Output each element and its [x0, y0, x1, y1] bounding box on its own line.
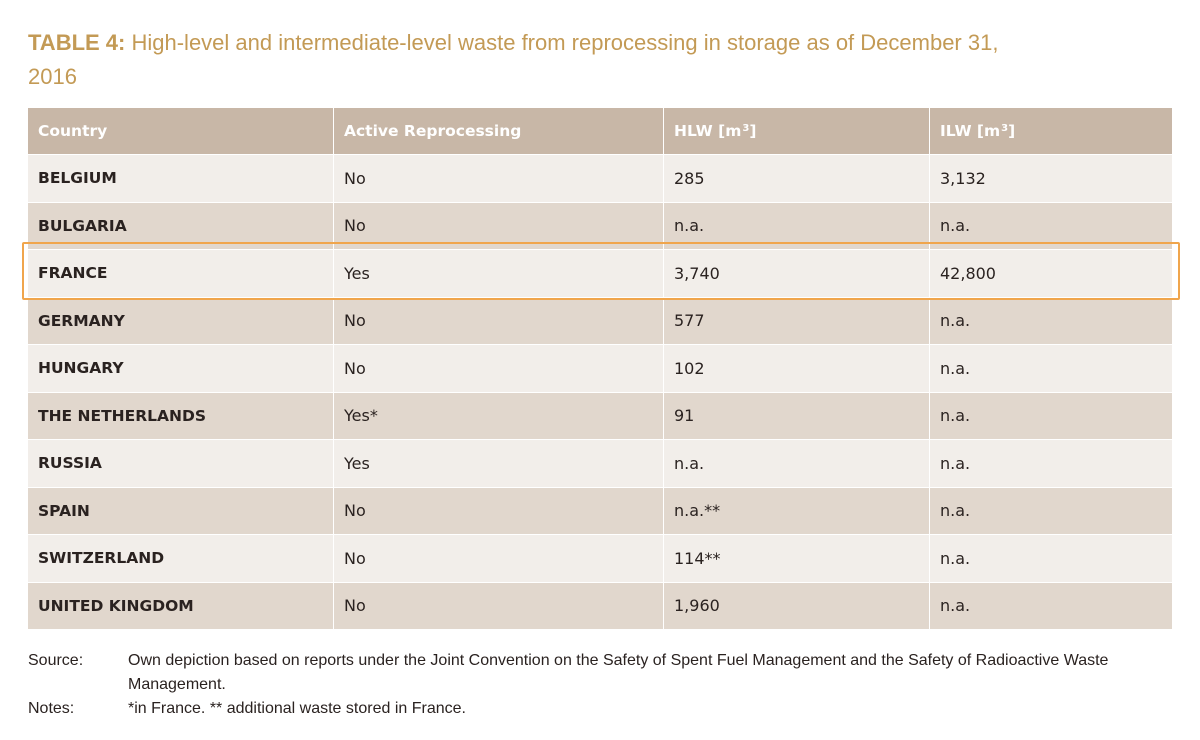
cell-active: No	[334, 487, 664, 534]
cell-hlw: n.a.	[664, 202, 930, 249]
cell-country: THE NETHERLANDS	[28, 392, 334, 439]
cell-country: RUSSIA	[28, 440, 334, 487]
notes-label: Notes:	[28, 700, 75, 717]
cell-active: No	[334, 202, 664, 249]
source-text: Own depiction based on reports under the…	[128, 652, 1109, 693]
cell-country: GERMANY	[28, 297, 334, 344]
table-title: TABLE 4: High-level and intermediate-lev…	[28, 26, 1028, 94]
cell-active: Yes	[334, 250, 664, 297]
table-header-row: Country Active Reprocessing HLW [m 3] ILW…	[28, 108, 1172, 155]
table-row: FRANCE Yes 3,740 42,800	[28, 250, 1172, 298]
table-row: HUNGARY No 102 n.a.	[28, 345, 1172, 393]
notes-note: Notes: *in France. ** additional waste s…	[28, 697, 1168, 721]
header-ilw: ILW [m 3]	[930, 108, 1172, 154]
table-title-text: High-level and intermediate-level waste …	[28, 30, 999, 89]
header-ilw-sup: 3	[1001, 122, 1009, 134]
cell-country: BELGIUM	[28, 155, 334, 202]
header-ilw-end: ]	[1008, 122, 1016, 140]
cell-hlw: n.a.**	[664, 487, 930, 534]
cell-country: BULGARIA	[28, 202, 334, 249]
cell-ilw: 42,800	[940, 263, 996, 283]
cell-hlw: 577	[664, 297, 930, 344]
cell-hlw: 102	[664, 345, 930, 392]
table-row: BELGIUM No 285 3,132	[28, 155, 1172, 203]
table-title-label: TABLE 4:	[28, 30, 126, 55]
header-country: Country	[28, 108, 334, 154]
cell-active: No	[334, 297, 664, 344]
header-ilw-text: ILW [m	[940, 122, 1001, 140]
cell-country: UNITED KINGDOM	[28, 582, 334, 629]
header-active-reprocessing: Active Reprocessing	[334, 108, 664, 154]
table-row: GERMANY No 577 n.a.	[28, 297, 1172, 345]
cell-ilw: n.a.	[940, 216, 971, 236]
cell-active: Yes*	[334, 392, 664, 439]
cell-ilw: n.a.	[940, 501, 971, 521]
source-label: Source:	[28, 652, 84, 669]
header-hlw-sup: 3	[742, 122, 750, 134]
header-hlw: HLW [m 3]	[664, 108, 930, 154]
table-row: RUSSIA Yes n.a. n.a.	[28, 440, 1172, 488]
cell-ilw: n.a.	[940, 548, 971, 568]
cell-hlw: 285	[664, 155, 930, 202]
cell-country: SPAIN	[28, 487, 334, 534]
header-hlw-text: HLW [m	[674, 122, 742, 140]
cell-ilw: n.a.	[940, 406, 971, 426]
cell-hlw: 1,960	[664, 582, 930, 629]
header-hlw-end: ]	[749, 122, 757, 140]
cell-active: Yes	[334, 440, 664, 487]
cell-country: HUNGARY	[28, 345, 334, 392]
cell-active: No	[334, 345, 664, 392]
cell-active: No	[334, 535, 664, 582]
source-note: Source: Own depiction based on reports u…	[28, 649, 1168, 697]
cell-ilw: 3,132	[940, 168, 986, 188]
cell-country: FRANCE	[28, 250, 334, 297]
cell-ilw: n.a.	[940, 453, 971, 473]
cell-hlw: 114**	[664, 535, 930, 582]
cell-ilw: n.a.	[940, 358, 971, 378]
table-row: THE NETHERLANDS Yes* 91 n.a.	[28, 392, 1172, 440]
table-footer: Source: Own depiction based on reports u…	[28, 649, 1168, 721]
cell-active: No	[334, 582, 664, 629]
table-row: SPAIN No n.a.** n.a.	[28, 487, 1172, 535]
cell-hlw: 3,740	[664, 250, 930, 297]
cell-country: SWITZERLAND	[28, 535, 334, 582]
data-table: Country Active Reprocessing HLW [m 3] ILW…	[28, 108, 1172, 630]
cell-hlw: 91	[664, 392, 930, 439]
notes-text: *in France. ** additional waste stored i…	[128, 700, 466, 717]
cell-ilw: n.a.	[940, 596, 971, 616]
cell-active: No	[334, 155, 664, 202]
table-row: BULGARIA No n.a. n.a.	[28, 202, 1172, 250]
table-row: SWITZERLAND No 114** n.a.	[28, 535, 1172, 583]
cell-hlw: n.a.	[664, 440, 930, 487]
table-row: UNITED KINGDOM No 1,960 n.a.	[28, 582, 1172, 630]
cell-ilw: n.a.	[940, 311, 971, 331]
